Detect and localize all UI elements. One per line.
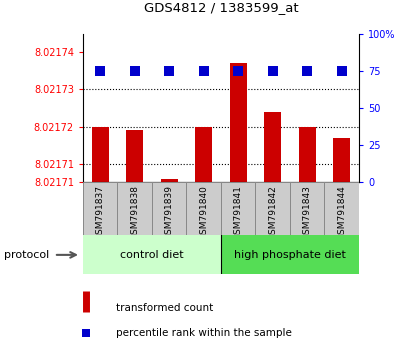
Point bbox=[97, 68, 104, 74]
Text: GSM791839: GSM791839 bbox=[165, 185, 174, 240]
Point bbox=[304, 68, 310, 74]
Text: GSM791842: GSM791842 bbox=[268, 185, 277, 240]
Text: protocol: protocol bbox=[4, 250, 49, 260]
Text: transformed count: transformed count bbox=[116, 303, 213, 313]
Bar bbox=[221, 182, 256, 235]
Bar bbox=[299, 126, 316, 182]
Bar bbox=[126, 130, 143, 182]
Bar bbox=[195, 126, 212, 182]
Bar bbox=[264, 112, 281, 182]
Point bbox=[235, 68, 242, 74]
Bar bbox=[186, 182, 221, 235]
Bar bbox=[256, 182, 290, 235]
Bar bbox=[290, 182, 325, 235]
Bar bbox=[152, 182, 186, 235]
Bar bbox=[117, 182, 152, 235]
Bar bbox=[83, 182, 117, 235]
Bar bbox=[221, 235, 359, 274]
Text: GSM791838: GSM791838 bbox=[130, 185, 139, 240]
Text: GSM791841: GSM791841 bbox=[234, 185, 243, 240]
Text: GDS4812 / 1383599_at: GDS4812 / 1383599_at bbox=[144, 1, 298, 14]
Text: high phosphate diet: high phosphate diet bbox=[234, 250, 346, 260]
Text: control diet: control diet bbox=[120, 250, 184, 260]
Bar bbox=[83, 235, 221, 274]
Bar bbox=[229, 63, 247, 182]
Point bbox=[83, 330, 90, 336]
Point bbox=[338, 68, 345, 74]
Text: GSM791844: GSM791844 bbox=[337, 185, 346, 240]
Text: GSM791840: GSM791840 bbox=[199, 185, 208, 240]
Point bbox=[132, 68, 138, 74]
Text: percentile rank within the sample: percentile rank within the sample bbox=[116, 328, 292, 338]
Bar bbox=[325, 182, 359, 235]
Text: GSM791843: GSM791843 bbox=[303, 185, 312, 240]
Point bbox=[166, 68, 173, 74]
Bar bbox=[333, 138, 350, 182]
Point bbox=[200, 68, 207, 74]
Bar bbox=[92, 126, 109, 182]
Text: GSM791837: GSM791837 bbox=[96, 185, 105, 240]
Point bbox=[269, 68, 276, 74]
Bar bbox=[161, 178, 178, 182]
